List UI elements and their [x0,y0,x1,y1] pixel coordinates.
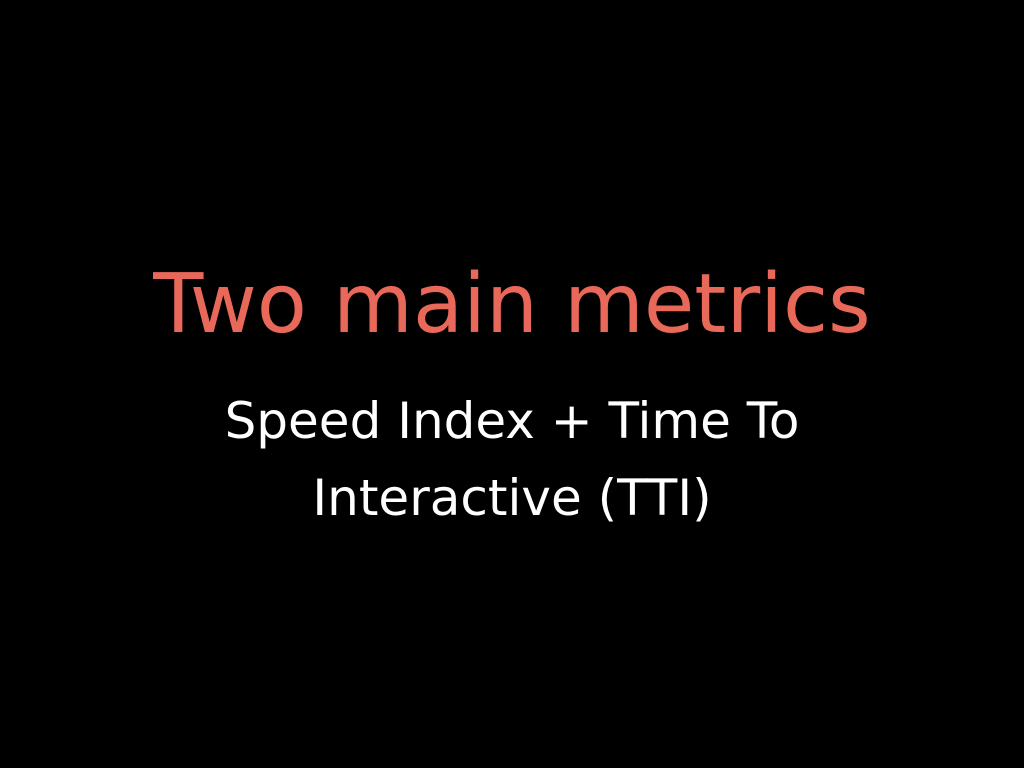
subtitle-line-2: Interactive (TTI) [312,469,712,527]
subtitle-line-1: Speed Index + Time To [224,392,800,450]
slide-title: Two main metrics [153,257,871,352]
slide-subtitle: Speed Index + Time To Interactive (TTI) [0,383,1024,537]
